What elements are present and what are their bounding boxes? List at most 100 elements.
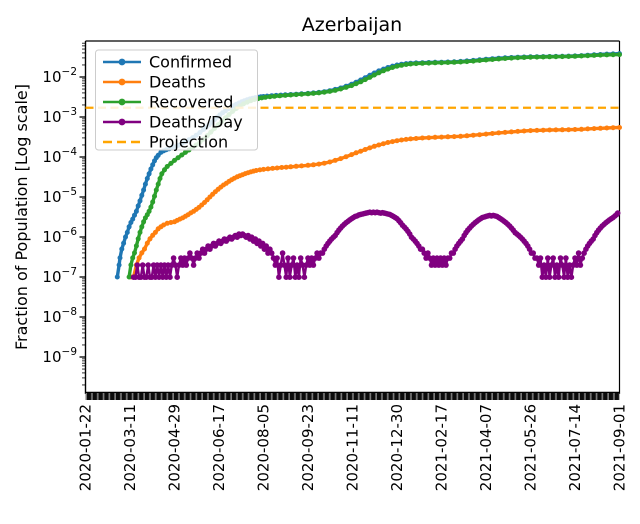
deaths-per-day-point	[296, 274, 302, 281]
chart-title: Azerbaijan	[302, 14, 402, 36]
y-tick-label: 10−5	[42, 186, 77, 206]
deaths-per-day-point	[554, 262, 560, 268]
deaths-point	[283, 164, 289, 170]
confirmed-point	[133, 208, 139, 214]
deaths-point	[403, 136, 409, 142]
deaths-point	[385, 140, 391, 145]
deaths-point	[432, 134, 438, 140]
deaths-point	[367, 145, 373, 151]
legend-entry-deaths-per-day: Deaths/Day	[103, 113, 243, 132]
deaths-per-day-point	[425, 250, 431, 256]
deaths-point	[566, 127, 572, 133]
recovered-point	[153, 187, 159, 193]
deaths-per-day-point	[294, 262, 300, 268]
deaths-point	[597, 125, 603, 131]
deaths-marker-icon	[118, 78, 126, 86]
x-tick-label: 2021-09-01	[611, 404, 629, 491]
recovered-point	[426, 60, 432, 66]
deaths-point	[332, 157, 338, 163]
recovered-point	[327, 88, 333, 94]
confirmed-point	[146, 171, 152, 177]
legend-label-deaths-per-day: Deaths/Day	[149, 113, 243, 132]
recovered-point	[133, 243, 139, 249]
recovered-point	[413, 61, 419, 67]
deaths-point	[464, 133, 470, 139]
recovered-point	[168, 160, 174, 166]
deaths-per-day-point	[297, 255, 304, 261]
deaths-per-day-point	[310, 262, 317, 268]
deaths-point	[144, 240, 150, 246]
recovered-point	[277, 93, 283, 99]
deaths-point	[270, 165, 276, 171]
recovered-point	[321, 89, 327, 95]
deaths-point	[288, 164, 294, 170]
deaths-point	[380, 141, 386, 147]
recovered-point	[559, 54, 565, 60]
confirmed-point	[139, 192, 145, 198]
deaths-point	[477, 132, 483, 138]
deaths-point	[253, 168, 259, 173]
recovered-point	[534, 54, 540, 60]
deaths-per-day-point	[190, 262, 197, 268]
recovered-point	[128, 262, 134, 268]
recovered-point	[585, 53, 591, 59]
recovered-point	[508, 55, 514, 61]
recovered-point	[572, 53, 578, 59]
deaths-per-day-point	[530, 250, 536, 256]
deaths-per-day-point	[167, 274, 173, 281]
deaths-point	[559, 127, 565, 133]
deaths-per-day-point	[545, 255, 551, 261]
y-tick-label: 10−2	[42, 66, 77, 86]
legend-label-confirmed: Confirmed	[149, 53, 232, 72]
deaths-per-day-point	[268, 250, 275, 256]
x-tick-label: 2020-12-30	[388, 404, 406, 491]
x-tick-label: 2020-03-11	[121, 404, 139, 491]
recovered-point	[451, 59, 457, 65]
confirmed-point	[116, 262, 122, 268]
recovered-point	[162, 167, 167, 173]
confirmed-point	[121, 240, 127, 246]
deaths-per-day-point	[537, 255, 544, 261]
recovered-point	[528, 54, 533, 60]
deaths-per-day-point	[301, 274, 308, 281]
recovered-point	[610, 52, 616, 58]
legend-entry-confirmed: Confirmed	[103, 53, 232, 72]
deaths-per-day-point	[174, 274, 180, 281]
deaths-point	[489, 131, 495, 136]
recovered-point	[483, 57, 489, 63]
recovered-point	[305, 91, 311, 97]
recovered-point	[380, 68, 386, 74]
confirmed-point	[126, 224, 132, 230]
deaths-point	[139, 250, 145, 256]
recovered-point	[182, 149, 188, 155]
recovered-point	[547, 54, 553, 60]
x-tick-label: 2021-05-26	[522, 404, 540, 491]
deaths-point	[152, 229, 158, 235]
deaths-per-day-point	[183, 262, 190, 268]
y-tick-label: 10−4	[42, 146, 77, 166]
deaths-point	[142, 246, 147, 252]
legend-label-recovered: Recovered	[149, 93, 233, 112]
recovered-point	[267, 94, 273, 100]
confirmed-point	[141, 187, 147, 193]
recovered-point	[358, 79, 364, 85]
confirmed-point	[130, 216, 136, 222]
deaths-per-day-point	[557, 255, 564, 261]
deaths-per-day-point	[541, 262, 547, 268]
deaths-point	[426, 135, 432, 141]
recovered-point	[367, 74, 373, 80]
deaths-per-day-point	[535, 262, 542, 268]
plot-area: 10−2 10−3 10−4 10−5 10−6 10−7 10−8 10−9 2020-01-…	[42, 40, 629, 491]
deaths-per-day-point	[276, 274, 282, 281]
deaths-point	[413, 136, 419, 141]
deaths-point	[279, 165, 285, 170]
deaths-point	[578, 126, 584, 132]
recovered-marker-icon	[118, 98, 126, 106]
deaths-per-day-point	[555, 274, 562, 281]
deaths-point	[261, 166, 266, 172]
recovered-point	[135, 236, 141, 242]
recovered-point	[489, 57, 495, 62]
x-tick-label: 2020-04-29	[166, 404, 184, 491]
